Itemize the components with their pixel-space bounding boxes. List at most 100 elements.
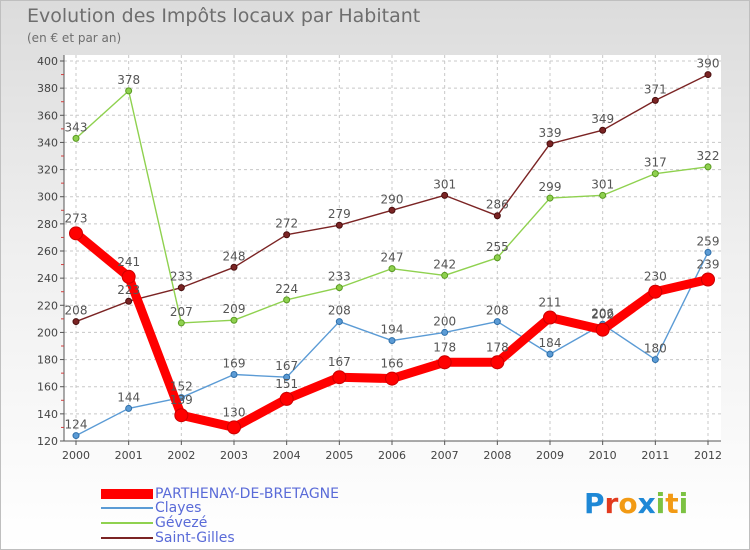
data-label: 124 (65, 418, 88, 432)
data-label: 224 (275, 282, 298, 296)
x-tick-label: 2007 (431, 449, 459, 462)
data-point (704, 163, 712, 171)
chart-title: Evolution des Impôts locaux par Habitant (27, 5, 421, 27)
data-point (441, 271, 449, 279)
data-label: 167 (328, 355, 351, 369)
data-point (704, 248, 712, 256)
data-point (546, 140, 554, 148)
data-point (283, 373, 291, 381)
data-label: 211 (539, 296, 562, 310)
legend-item-clayes: Clayes (101, 500, 201, 516)
y-tick-label: 220 (37, 299, 58, 312)
data-label: 209 (223, 302, 246, 316)
data-point (227, 420, 241, 435)
x-tick-label: 2010 (589, 449, 617, 462)
logo-letter: i (655, 487, 666, 520)
x-tick-label: 2003 (220, 449, 248, 462)
data-label: 301 (591, 177, 614, 191)
y-tick-label: 160 (37, 381, 58, 394)
data-point (230, 316, 238, 324)
data-point (441, 191, 449, 199)
y-tick-label: 280 (37, 218, 58, 231)
y-tick-label: 340 (37, 136, 58, 149)
data-point (125, 87, 133, 95)
y-tick-label: 300 (37, 191, 58, 204)
data-point (543, 310, 557, 325)
legend-swatch-clayes (101, 507, 153, 509)
data-point (230, 263, 238, 271)
data-label: 206 (591, 306, 614, 320)
data-point (121, 269, 136, 284)
data-label: 272 (275, 217, 298, 231)
data-point (493, 318, 501, 326)
data-point (648, 284, 663, 299)
data-label: 169 (223, 357, 246, 371)
data-point (177, 319, 185, 327)
data-label: 233 (328, 270, 351, 284)
data-label: 290 (381, 192, 404, 206)
legend-swatch-parthenay (101, 489, 153, 499)
data-point (546, 350, 554, 358)
y-tick-label: 360 (37, 109, 58, 122)
data-point (493, 254, 501, 262)
data-label: 194 (381, 323, 404, 337)
data-point (701, 272, 715, 287)
logo-letter: P (584, 487, 605, 520)
logo-letter: r (604, 487, 619, 520)
legend-item-parthenay: PARTHENAY-DE-BRETAGNE (101, 486, 339, 502)
data-label: 151 (275, 377, 298, 391)
data-label: 301 (433, 177, 456, 191)
x-tick-label: 2000 (62, 449, 90, 462)
data-label: 241 (117, 255, 140, 269)
data-label: 208 (65, 304, 88, 318)
x-tick-label: 2008 (483, 449, 511, 462)
data-label: 286 (486, 198, 509, 212)
data-point (335, 284, 343, 292)
data-label: 259 (697, 234, 720, 248)
data-point (279, 391, 294, 406)
data-label: 167 (275, 359, 298, 373)
data-label: 317 (644, 156, 667, 170)
data-label: 247 (381, 251, 404, 265)
y-tick-label: 200 (37, 326, 58, 339)
data-label: 390 (697, 57, 720, 71)
data-point (599, 191, 607, 199)
data-label: 378 (117, 73, 140, 87)
data-label: 279 (328, 207, 351, 221)
data-label: 223 (117, 283, 140, 297)
data-point (69, 226, 83, 241)
data-point (651, 170, 659, 178)
data-label: 339 (539, 126, 562, 140)
data-point (437, 355, 452, 370)
x-tick-label: 2004 (273, 449, 301, 462)
data-label: 322 (697, 149, 720, 163)
data-point (651, 96, 659, 104)
data-label: 273 (65, 211, 88, 225)
data-point (283, 296, 291, 304)
y-tick-label: 240 (37, 272, 58, 285)
data-point (230, 371, 238, 378)
data-point (599, 126, 607, 134)
x-tick-label: 2002 (167, 449, 195, 462)
data-point (385, 371, 399, 386)
data-point (125, 297, 133, 305)
data-label: 343 (65, 120, 88, 134)
data-point (493, 212, 501, 220)
data-point (332, 370, 347, 385)
data-point (283, 231, 291, 239)
data-label: 255 (486, 240, 509, 254)
legend-swatch-saint-gilles (101, 537, 153, 539)
data-label: 248 (223, 249, 246, 263)
data-point (490, 355, 505, 370)
data-point (174, 408, 189, 423)
data-label: 233 (170, 270, 193, 284)
x-tick-label: 2006 (378, 449, 406, 462)
legend-swatch-geveze (101, 522, 153, 524)
data-point (388, 265, 396, 273)
data-label: 202 (591, 308, 614, 322)
data-label: 166 (381, 357, 404, 371)
legend-label-saint-gilles: Saint-Gilles (155, 530, 235, 546)
data-point (441, 328, 449, 336)
y-tick-label: 120 (37, 435, 58, 448)
